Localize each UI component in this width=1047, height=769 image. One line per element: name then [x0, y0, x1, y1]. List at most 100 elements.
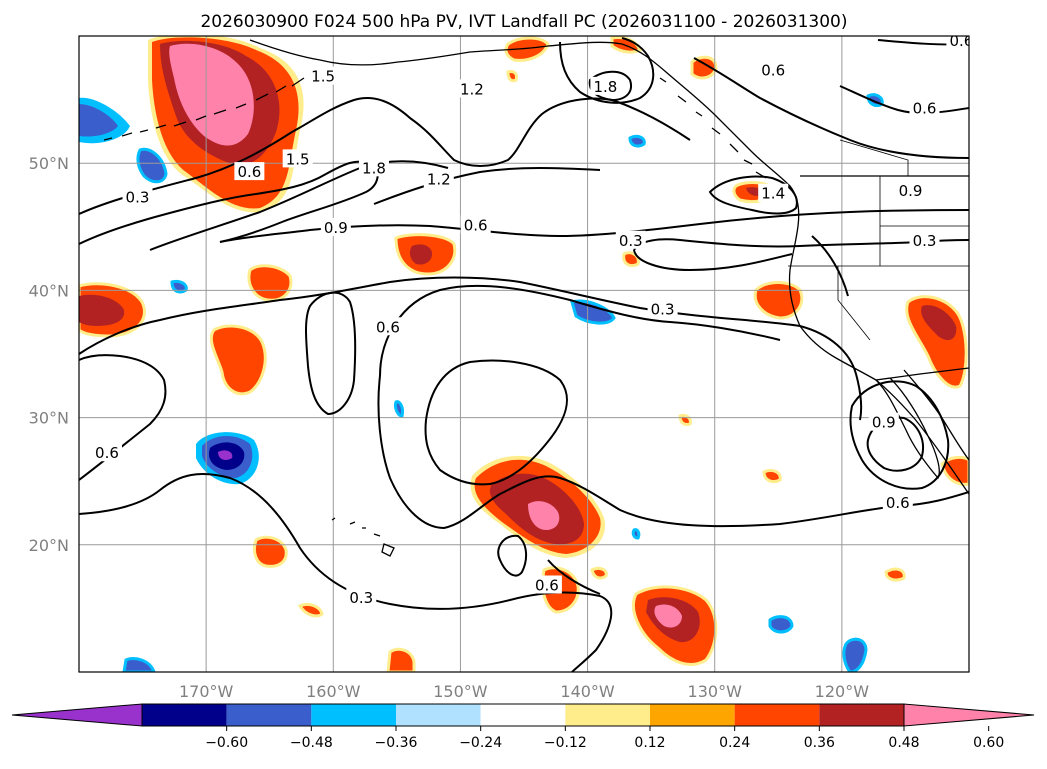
contour-label-bg: [758, 183, 789, 202]
colorbar-outline: [141, 703, 905, 727]
contour-label-bg: [122, 187, 153, 206]
contour-label: 1.2: [460, 80, 484, 98]
lon-tick-label: 170°W: [179, 682, 234, 701]
pv-negative-region: [394, 400, 404, 418]
lon-tick-label: 140°W: [560, 682, 615, 701]
contour-label: 0.6: [237, 163, 261, 181]
pv-negative-region: [79, 104, 118, 137]
pv-positive-region: [690, 55, 718, 80]
contour-line: [373, 167, 601, 205]
colorbar-extend-low: [11, 703, 143, 727]
contour-line: [693, 57, 969, 159]
pv-positive-region: [247, 264, 293, 302]
pv-negative-region: [218, 450, 233, 460]
lon-tick-label: 120°W: [815, 682, 870, 701]
colorbar-tick-label: −0.36: [375, 735, 418, 751]
colorbar-bin: [650, 704, 735, 726]
colorbar-tick-label: −0.60: [205, 735, 248, 751]
contour-label: 1.8: [362, 159, 386, 177]
map-area: 0.3 0.6 1.5 1.8 1.2 0.9 0.6 1.5 1.2 1.8 0.6 0.6 0.6 1…: [79, 32, 973, 672]
map-frame: [78, 35, 970, 673]
contour-label: 1.5: [286, 150, 310, 168]
contour-label: 0.6: [949, 32, 973, 50]
contour-label-bg: [868, 412, 899, 431]
colorbar-bin: [226, 704, 312, 726]
pv-positive-region: [528, 501, 560, 530]
latitude-axis: 50°N 40°N 30°N 20°N: [29, 154, 69, 555]
contour-label: 0.6: [464, 217, 488, 235]
pv-positive-region: [762, 468, 782, 484]
colorbar-tick-label: 0.48: [888, 735, 919, 751]
colorbar-tick-label: 0.24: [719, 735, 750, 751]
contour-label-bg: [946, 36, 969, 50]
contour-line: [633, 249, 793, 272]
colorbar-tick-label: 0.12: [634, 735, 665, 751]
pv-positive-region: [209, 324, 267, 396]
colorbar-bin: [311, 704, 396, 726]
contour-label: 0.9: [899, 182, 923, 200]
pv-positive-region: [506, 70, 518, 83]
lat-tick-label: 40°N: [29, 281, 69, 300]
contour-label: 1.5: [311, 68, 335, 86]
contour-label: 0.3: [619, 232, 643, 250]
pv-positive-region: [252, 535, 288, 568]
us-mexico-border: [875, 367, 969, 381]
pv-negative-region: [842, 637, 868, 672]
pv-positive-region: [884, 567, 906, 582]
pv-positive-region: [169, 43, 254, 146]
longitude-axis: 170°W 160°W 150°W 140°W 130°W 120°W: [179, 682, 869, 701]
lon-tick-label: 130°W: [688, 682, 743, 701]
lon-tick-label: 160°W: [306, 682, 361, 701]
contour-line: [811, 235, 849, 297]
contour-label: 0.6: [376, 318, 400, 336]
contour-label-bg: [308, 66, 339, 85]
lat-tick-label: 50°N: [29, 154, 69, 173]
alaska-coast: [249, 39, 623, 66]
na-west-coast: [621, 43, 969, 495]
hawaii-islands: [331, 517, 395, 557]
colorbar: −0.60 −0.48 −0.36 −0.24 −0.12 0.12 0.24 0.36 0.4…: [11, 703, 1035, 751]
contour-line: [149, 160, 449, 251]
contour-label: 0.3: [651, 300, 675, 318]
pv-filled-contours: [79, 36, 969, 672]
contour-line: [849, 380, 950, 490]
pv-positive-region: [654, 604, 682, 628]
pv-positive-region: [678, 414, 692, 426]
colorbar-bin: [819, 704, 904, 726]
contour-label: 0.6: [886, 494, 910, 512]
colorbar-bin: [734, 704, 820, 726]
contour-label: 0.6: [913, 100, 937, 118]
aleutian-islands: [103, 77, 305, 141]
contour-label: 0.3: [349, 589, 373, 607]
contour-label-bg: [234, 162, 265, 181]
pv-negative-region: [570, 299, 616, 325]
contour-label: 1.4: [761, 185, 785, 203]
state-borders: [788, 139, 969, 341]
contour-labels: 0.3 0.6 1.5 1.8 1.2 0.9 0.6 1.5 1.2 1.8 0.6 0.6 0.6 1…: [91, 32, 973, 607]
contour-label-bg: [346, 588, 377, 607]
contour-line: [379, 284, 781, 377]
colorbar-tick-label: 0.36: [804, 735, 835, 751]
contour-line: [497, 534, 528, 577]
contour-label-bg: [909, 230, 940, 249]
pv-negative-region: [122, 657, 156, 672]
contour-label-bg: [909, 98, 940, 117]
colorbar-tick-label: −0.12: [544, 735, 587, 751]
contour-label: 0.6: [535, 577, 559, 595]
contour-label: 0.3: [126, 189, 150, 207]
contour-line: [305, 291, 357, 416]
contour-label: 1.2: [427, 171, 451, 189]
coastlines: [103, 39, 969, 557]
contour-label-bg: [358, 158, 389, 177]
contour-label: 0.6: [761, 61, 785, 79]
contour-line: [79, 160, 379, 245]
pv-positive-region: [504, 36, 550, 62]
contour-line: [79, 276, 863, 421]
pv-positive-region: [409, 244, 432, 265]
contour-label-bg: [456, 79, 487, 98]
contour-label-bg: [647, 299, 678, 318]
contour-line: [79, 354, 167, 481]
lat-tick-label: 30°N: [29, 409, 69, 428]
colorbar-bin: [142, 704, 227, 726]
